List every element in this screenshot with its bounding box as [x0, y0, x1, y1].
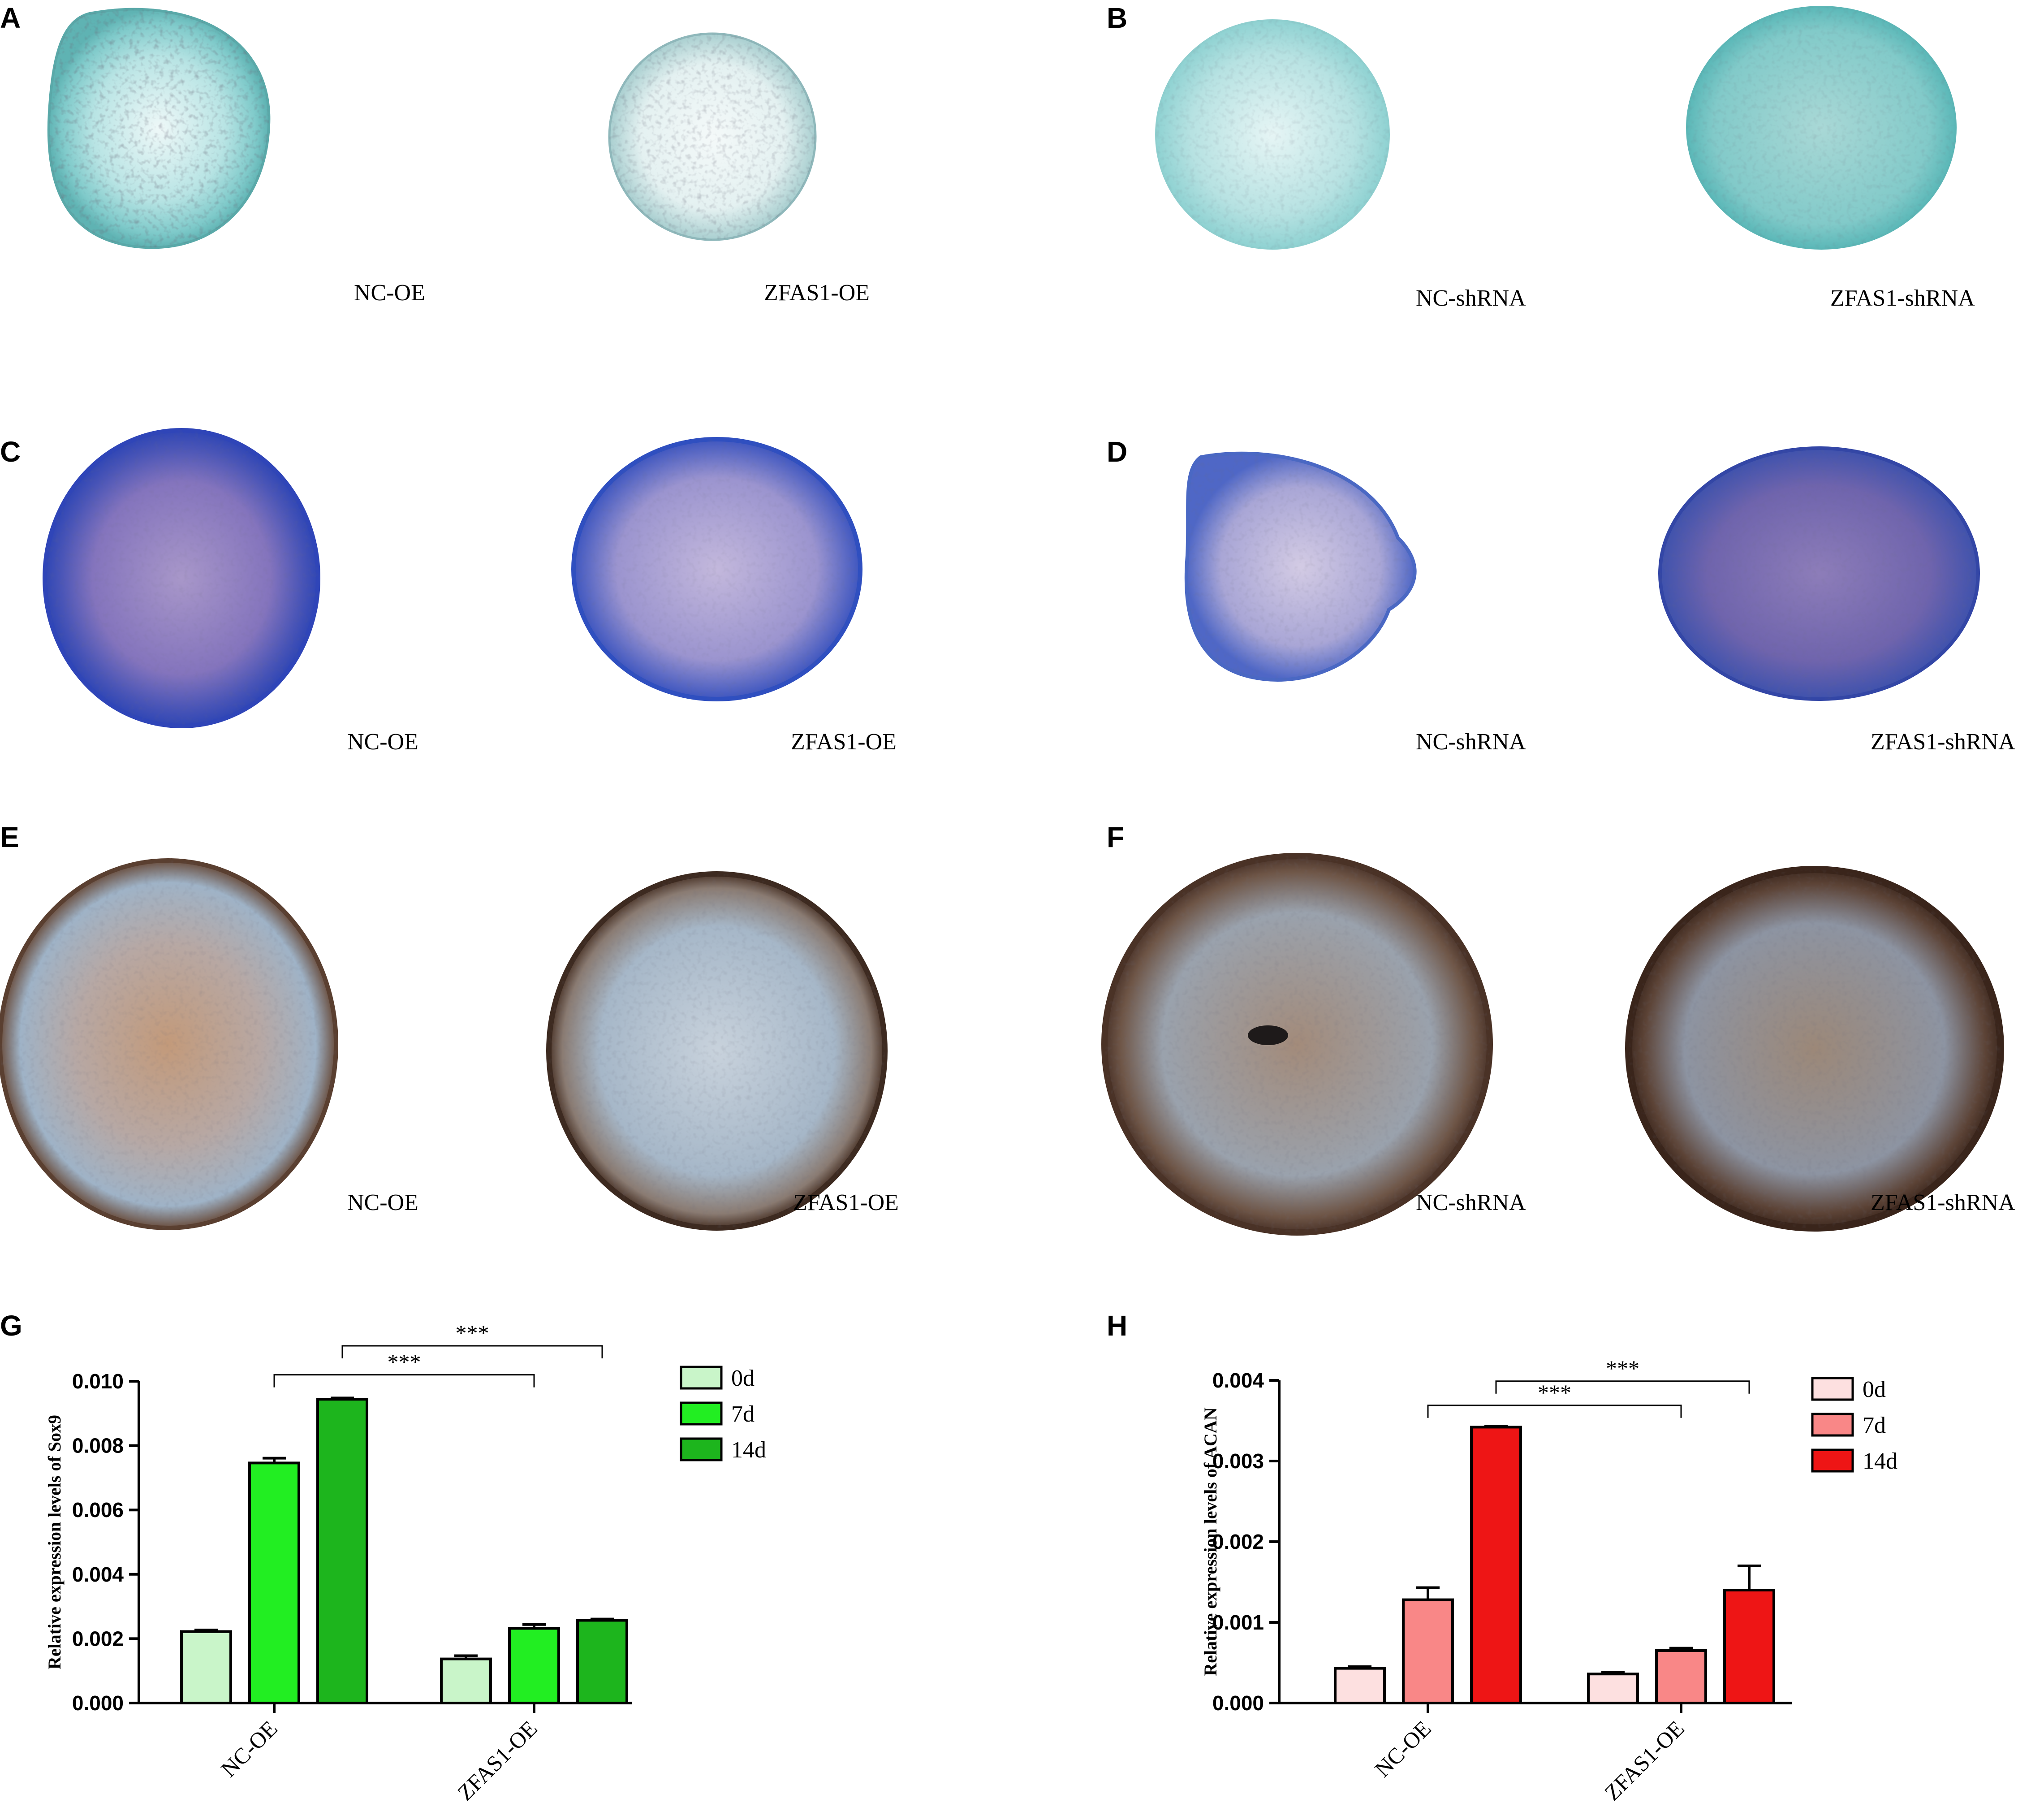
bar-7d-ZFAS1-OE: [508, 1627, 560, 1705]
panel-f: F NC-shRNA ZFAS1-shRNA: [1101, 821, 2015, 1236]
pellet-image-d-nc-shrna: [1184, 451, 1417, 682]
panel-letter-f: F: [1107, 821, 1124, 853]
x-tick-label: ZFAS1-OE: [453, 1716, 542, 1805]
legend-swatch-7d: [680, 1401, 723, 1426]
legend-swatch-0d: [680, 1366, 723, 1390]
caption-f-right: ZFAS1-shRNA: [1871, 1190, 2015, 1215]
y-tick-label: 0.010: [72, 1370, 124, 1393]
bar-7d-NC-OE: [1402, 1598, 1454, 1705]
panel-c: C NC-OE ZFAS1-OE: [0, 428, 897, 755]
y-tick-label: 0.002: [72, 1627, 124, 1650]
y-tick-label: 0.004: [1212, 1369, 1264, 1392]
x-tick-label: ZFAS1-OE: [1600, 1716, 1689, 1805]
panel-letter-d: D: [1107, 436, 1127, 468]
panel-letter-c: C: [0, 436, 21, 468]
bar-0d-ZFAS1-OE: [440, 1657, 492, 1705]
caption-c-left: NC-OE: [347, 729, 418, 755]
panel-letter-h: H: [1107, 1310, 1127, 1342]
caption-a-left: NC-OE: [354, 280, 425, 306]
bar-0d-NC-OE: [180, 1630, 232, 1704]
caption-d-right: ZFAS1-shRNA: [1871, 729, 2015, 755]
pellet-image-f-nc-shrna: [1101, 853, 1493, 1236]
bar-0d-NC-OE: [1334, 1667, 1386, 1705]
legend-label-0d: 0d: [731, 1366, 755, 1391]
pellet-image-c-zfas1-oe: [571, 437, 862, 701]
x-tick-label: NC-OE: [1370, 1716, 1436, 1782]
legend-swatch-14d: [1811, 1448, 1854, 1473]
x-tick-label: NC-OE: [216, 1716, 282, 1782]
pellet-image-a-nc-oe: [47, 8, 271, 249]
y-tick-label: 0.004: [72, 1563, 124, 1586]
pellet-image-a-zfas1-oe: [608, 32, 817, 241]
significance-label: ***: [456, 1320, 489, 1345]
caption-a-right: ZFAS1-OE: [764, 280, 870, 306]
caption-b-left: NC-shRNA: [1416, 285, 1526, 311]
significance-label: ***: [388, 1349, 421, 1375]
legend-label-0d: 0d: [1863, 1377, 1886, 1402]
chart-h: 0.000 0.001 0.002 0.003 0.004 Relative expres…: [1200, 1356, 1897, 1805]
legend-swatch-7d: [1811, 1413, 1854, 1437]
y-tick-label: 0.001: [1212, 1611, 1264, 1634]
panel-b: B NC-shRNA ZFAS1-shRNA: [1107, 2, 1975, 311]
pellet-image-e-zfas1-oe: [546, 871, 888, 1231]
significance-label: ***: [1606, 1356, 1639, 1381]
panel-letter-a: A: [0, 2, 21, 34]
legend-label-7d: 7d: [1863, 1413, 1886, 1438]
bar-14d-ZFAS1-OE: [1723, 1589, 1775, 1704]
y-tick-label: 0.006: [72, 1498, 124, 1522]
pellet-image-d-zfas1-shrna: [1658, 446, 1980, 701]
panel-e: E NC-OE ZFAS1-OE: [0, 821, 899, 1231]
bar-14d-NC-OE: [1470, 1426, 1522, 1704]
significance-bracket: [1427, 1405, 1682, 1418]
chart-g: 0.000 0.002 0.004 0.006 0.008 0.010 Relative e…: [44, 1320, 766, 1805]
pellet-image-b-nc-shrna: [1155, 19, 1390, 250]
y-tick-label: 0.008: [72, 1434, 124, 1457]
caption-d-left: NC-shRNA: [1416, 729, 1526, 755]
panel-d: D NC-shRNA ZFAS1-shRNA: [1107, 436, 2015, 755]
panel-letter-e: E: [0, 821, 19, 853]
pellet-image-b-zfas1-shrna: [1686, 6, 1957, 250]
pellet-image-f-zfas1-shrna: [1625, 866, 2004, 1232]
caption-f-left: NC-shRNA: [1416, 1190, 1526, 1215]
y-axis-label: Relative expression levels of ACAN: [1200, 1407, 1220, 1676]
y-axis-label: Relative expression levels of Sox9: [44, 1415, 65, 1669]
caption-b-right: ZFAS1-shRNA: [1830, 285, 1975, 311]
significance-bracket: [341, 1345, 603, 1359]
legend-label-7d: 7d: [731, 1401, 755, 1427]
bar-7d-ZFAS1-OE: [1655, 1649, 1707, 1704]
caption-e-right: ZFAS1-OE: [793, 1190, 899, 1215]
y-tick-label: 0.000: [1212, 1691, 1264, 1715]
panel-letter-g: G: [0, 1310, 22, 1342]
legend-swatch-0d: [1811, 1377, 1854, 1401]
significance-bracket: [273, 1374, 535, 1388]
legend-label-14d: 14d: [1863, 1448, 1897, 1474]
pellet-image-c-nc-oe: [43, 428, 320, 728]
bar-14d-ZFAS1-OE: [576, 1619, 628, 1705]
y-tick-label: 0.003: [1212, 1449, 1264, 1473]
significance-label: ***: [1538, 1380, 1571, 1405]
legend-label-14d: 14d: [731, 1437, 766, 1463]
significance-bracket: [1495, 1380, 1750, 1394]
y-tick-label: 0.000: [72, 1691, 124, 1715]
legend-swatch-14d: [680, 1437, 723, 1461]
pellet-image-e-nc-oe: [0, 858, 338, 1230]
bar-7d-NC-OE: [248, 1461, 300, 1705]
bar-14d-NC-OE: [316, 1398, 368, 1704]
y-tick-label: 0.002: [1212, 1530, 1264, 1553]
caption-e-left: NC-OE: [347, 1190, 418, 1215]
bar-0d-ZFAS1-OE: [1587, 1673, 1639, 1704]
panel-letter-b: B: [1107, 2, 1127, 34]
caption-c-right: ZFAS1-OE: [791, 729, 897, 755]
panel-a: A NC-OE ZFAS1-OE: [0, 2, 870, 306]
